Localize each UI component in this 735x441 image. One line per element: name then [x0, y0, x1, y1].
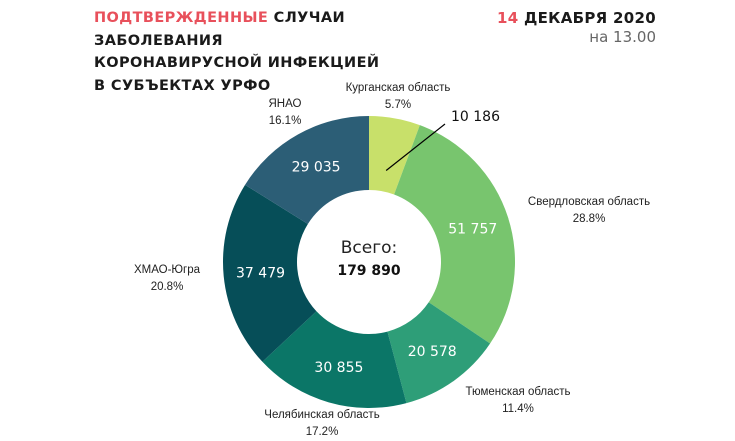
slice-value-хмао-югра: 37 479: [236, 266, 285, 282]
region-name-свердловская-область: Свердловская область: [528, 196, 650, 208]
title-accent: Подтвержденные: [94, 10, 269, 26]
chart-title: Подтвержденные случаи заболевания корона…: [94, 7, 379, 97]
slice-value-янао: 29 035: [292, 160, 341, 176]
slice-курганская-область: [369, 116, 420, 195]
title-line-4: в субъектах УрФО: [94, 77, 271, 94]
title-part-1: случаи: [268, 10, 346, 26]
region-name-янао: ЯНАО: [269, 98, 302, 110]
region-percent-янао: 16.1%: [269, 115, 302, 127]
segment-value-labels: 51 757 20 578 30 855 37 479 29 035: [236, 160, 497, 376]
slice-челябинская-область: [262, 311, 407, 409]
title-line-3: коронавирусной инфекцией: [94, 55, 380, 71]
date-day: 14: [496, 9, 519, 27]
slice-value-челябинская-область: 30 855: [314, 360, 363, 376]
region-labels: Курганская область 5.7% Свердловская облас…: [134, 82, 650, 438]
region-percent-челябинская-область: 17.2%: [306, 426, 339, 438]
region-percent-хмао-югра: 20.8%: [151, 281, 184, 293]
donut-segments: [222, 116, 515, 409]
callout-leader-line: [385, 123, 446, 172]
region-name-челябинская-область: Челябинская область: [264, 409, 379, 421]
slice-value-тюменская-область: 20 578: [408, 344, 457, 360]
slice-хмао-югра: [222, 184, 317, 362]
report-date: 14 ДЕКАБРЯ 2020 на 13.00: [497, 9, 656, 46]
report-time: на 13.00: [589, 28, 656, 46]
date-line: 14 ДЕКАБРЯ 2020: [497, 9, 656, 27]
date-month-year: ДЕКАБРЯ 2020: [518, 9, 656, 27]
slice-свердловская-область: [394, 125, 515, 344]
title-line-2: заболевания: [94, 32, 223, 49]
slice-тюменская-область: [387, 302, 491, 404]
region-name-тюменская-область: Тюменская область: [465, 386, 570, 398]
center-total: 179 890: [337, 263, 401, 279]
region-name-курганская-область: Курганская область: [346, 82, 451, 94]
center-label: Всего:: [341, 238, 398, 258]
region-percent-свердловская-область: 28.8%: [573, 213, 606, 225]
region-percent-курганская-область: 5.7%: [385, 99, 411, 111]
region-percent-тюменская-область: 11.4%: [502, 403, 534, 415]
region-name-хмао-югра: ХМАО-Югра: [134, 264, 201, 276]
slice-янао: [245, 116, 369, 224]
slice-value-свердловская-область: 51 757: [448, 222, 497, 238]
callout-value-kurgan: 10 186: [451, 109, 500, 125]
